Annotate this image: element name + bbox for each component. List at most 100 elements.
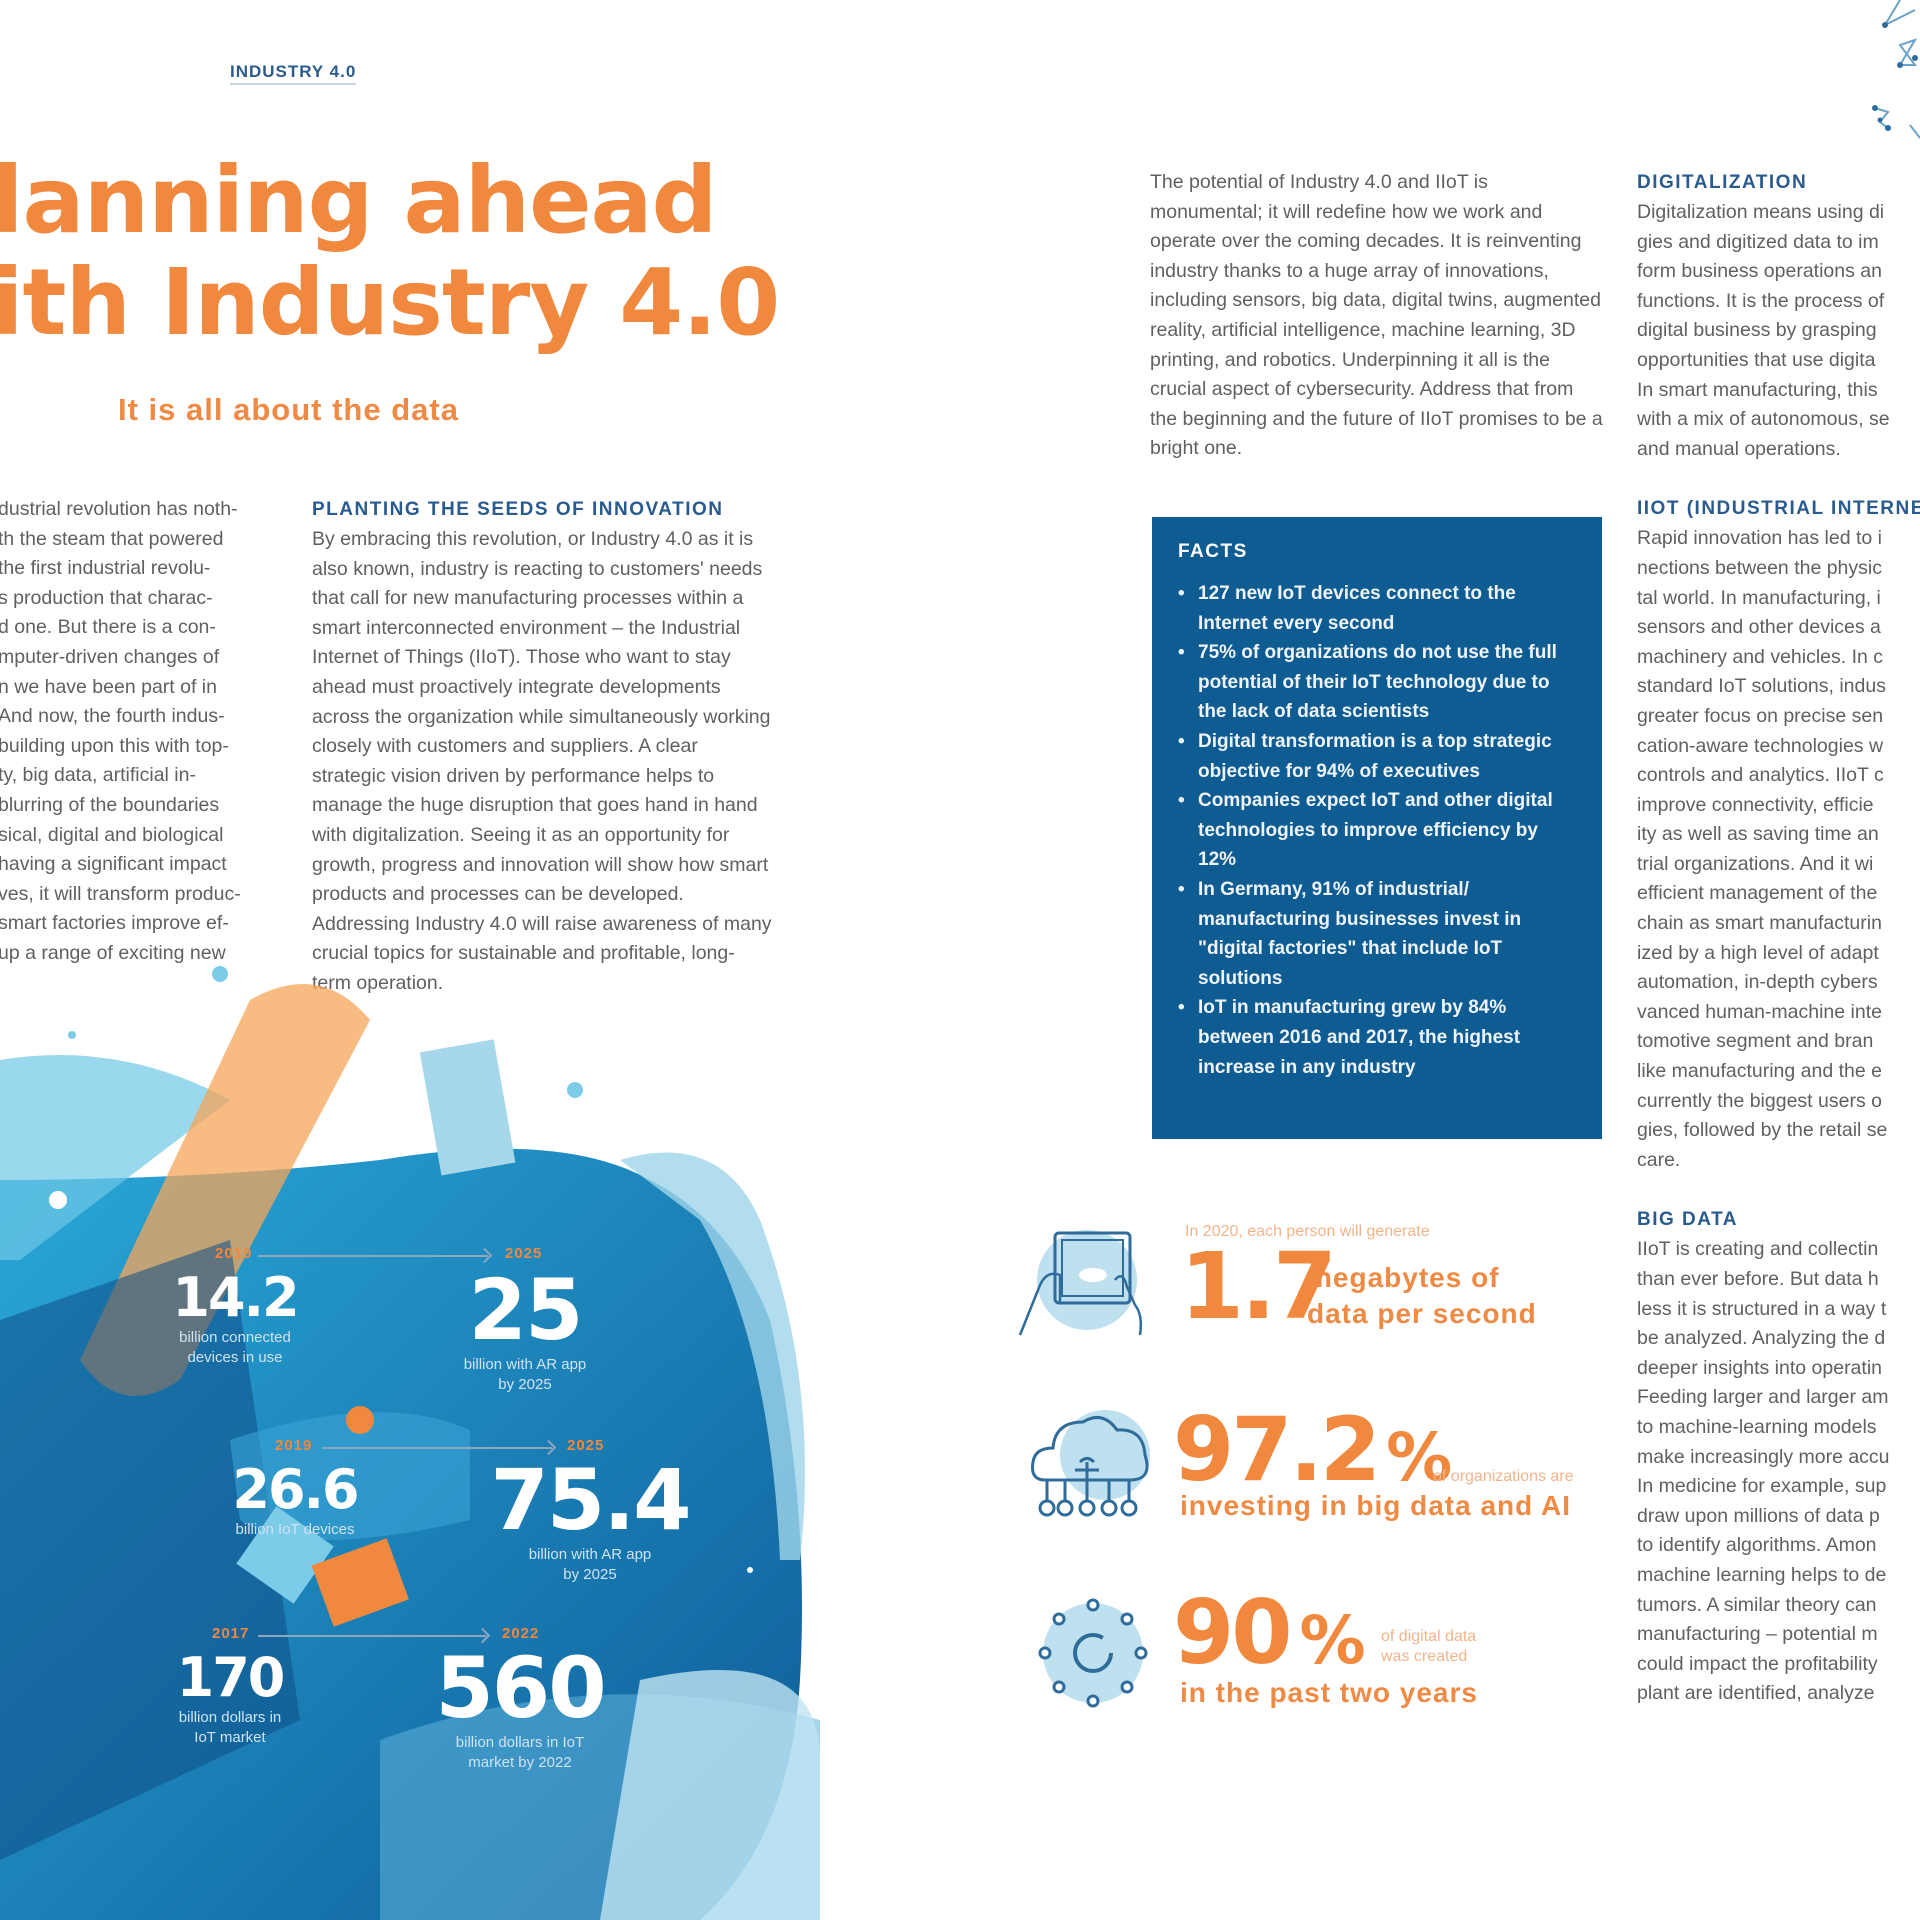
infographic-from-stat: 26.6 billion IoT devices (210, 1460, 380, 1540)
stat-digital-data-created: 90% of digital data was created in the p… (1015, 1585, 1615, 1715)
text-line: Feeding larger and larger am (1637, 1386, 1889, 1409)
text-line: chain as smart manufacturin (1637, 912, 1882, 935)
text-line: mputer-driven changes of (0, 645, 220, 668)
right-column: DIGITALIZATION Digitalization means using… (1637, 168, 1920, 1739)
title-line-1: lanning ahead (0, 147, 717, 254)
stat-big-data-investment: 97.2% of organizations are investing in … (1015, 1400, 1615, 1530)
right-column-section: BIG DATA IIoT is creating and collectin th… (1637, 1205, 1920, 1709)
text-line: controls and analytics. IIoT c (1637, 764, 1884, 787)
text-line: having a significant impact (0, 853, 227, 876)
text-line: tumors. A similar theory can (1637, 1593, 1877, 1616)
stat-number: 97.2 (1173, 1398, 1381, 1501)
infographic-to-stat: 560 billion dollars in IoT market by 202… (415, 1643, 625, 1773)
stat-number: 90 (1173, 1581, 1292, 1684)
text-line: machinery and vehicles. In c (1637, 645, 1884, 668)
infographic-to-stat: 25 billion with AR app by 2025 (430, 1265, 620, 1395)
text-line: automation, in-depth cybers (1637, 971, 1878, 994)
text-line: n we have been part of in (0, 675, 217, 698)
text-line: d one. But there is a con- (0, 616, 216, 639)
infographic-year-to: 2025 (567, 1437, 605, 1454)
stat-value: 90% (1173, 1585, 1366, 1689)
section-body: By embracing this revolution, or Industr… (312, 528, 772, 994)
text-line: ized by a high level of adapt (1637, 941, 1879, 964)
section-heading: IIOT (INDUSTRIAL INTERNE (1637, 498, 1920, 520)
page-subtitle: It is all about the data (118, 392, 459, 427)
stat-side-line: of digital data (1381, 1628, 1477, 1645)
intro-column: dustrial revolution has noth-th the stea… (0, 495, 283, 969)
stat-unit: % (1299, 1602, 1365, 1679)
stat-number: 170 (176, 1646, 286, 1709)
stat-unit: % (1386, 1419, 1452, 1496)
text-line: greater focus on precise sen (1637, 704, 1884, 727)
text-line: IIoT is creating and collectin (1637, 1238, 1879, 1261)
text-line: gies, followed by the retail se (1637, 1119, 1888, 1142)
text-line: could impact the profitability (1637, 1652, 1878, 1675)
text-line: digital business by grasping (1637, 319, 1877, 342)
arrow-icon (322, 1447, 552, 1449)
facts-box: FACTS 127 new IoT devices connect to the… (1152, 517, 1602, 1139)
infographic-year-from: 2017 (212, 1625, 250, 1642)
text-line: to identify algorithms. Amon (1637, 1534, 1877, 1557)
text-line: Digitalization means using di (1637, 201, 1885, 223)
fact-item: In Germany, 91% of industrial/ manufactu… (1178, 875, 1576, 993)
stat-number: 14.2 (172, 1266, 299, 1329)
text-line: sical, digital and biological (0, 823, 224, 846)
section-body: The potential of Industry 4.0 and IIoT i… (1150, 171, 1603, 460)
text-line: opportunities that use digita (1637, 348, 1876, 371)
stat-label: in the past two years (1180, 1677, 1478, 1708)
text-line: less it is structured in a way t (1637, 1297, 1887, 1320)
infographic-year-to: 2025 (505, 1245, 543, 1262)
stat-side-note: of digital data was created (1381, 1627, 1476, 1667)
fact-item: 75% of organizations do not use the full… (1178, 638, 1576, 727)
tablet-hands-icon (1018, 1230, 1143, 1336)
text-line: improve connectivity, efficie (1637, 793, 1874, 816)
text-line: In medicine for example, sup (1637, 1475, 1887, 1498)
infographic-from-stat: 170 billion dollars in IoT market (145, 1648, 315, 1748)
section-heading: BIG DATA (1637, 1209, 1739, 1231)
stat-caption: billion connected (179, 1329, 291, 1346)
stat-number: 26.6 (232, 1458, 359, 1521)
arrow-icon (258, 1255, 488, 1257)
text-line: Rapid innovation has led to i (1637, 527, 1882, 550)
text-line: form business operations an (1637, 260, 1882, 283)
stat-caption: billion with AR app (528, 1546, 652, 1563)
text-line: functions. It is the process of (1637, 289, 1885, 312)
stat-value: 97.2% (1173, 1402, 1452, 1506)
infographic-year-from: 2019 (215, 1245, 253, 1262)
network-decoration (1872, 0, 1920, 139)
fact-item: Companies expect IoT and other digital t… (1178, 786, 1576, 875)
text-line: gies and digitized data to im (1637, 230, 1879, 253)
text-line: than ever before. But data h (1637, 1268, 1879, 1290)
text-line: plant are identified, analyze (1637, 1682, 1875, 1705)
fact-item: IoT in manufacturing grew by 84% between… (1178, 993, 1576, 1082)
text-line: machine learning helps to de (1637, 1563, 1887, 1586)
stat-caption: billion with AR app (463, 1356, 587, 1373)
infographic-background (0, 966, 820, 1920)
infographic-year-from: 2019 (275, 1437, 313, 1454)
text-line: like manufacturing and the e (1637, 1060, 1882, 1083)
text-line: the first industrial revolu- (0, 557, 211, 580)
stat-caption: billion dollars in IoT (455, 1734, 585, 1751)
stat-pre: In 2020, each person will generate (1185, 1223, 1430, 1240)
stat-caption: billion dollars in (178, 1709, 282, 1726)
right-column-section: IIOT (INDUSTRIAL INTERNE Rapid innovation… (1637, 494, 1920, 1175)
text-line: make increasingly more accu (1637, 1445, 1890, 1468)
section-heading: PLANTING THE SEEDS OF INNOVATION (312, 499, 724, 520)
text-line: trial organizations. And it wi (1637, 852, 1874, 875)
text-line: cation-aware technologies w (1637, 734, 1884, 757)
text-line: to machine-learning models (1637, 1415, 1877, 1438)
text-line: building upon this with top- (0, 734, 229, 757)
section-heading: DIGITALIZATION (1637, 172, 1808, 193)
text-line: sensors and other devices a (1637, 616, 1881, 639)
text-line: standard IoT solutions, indus (1637, 675, 1886, 698)
facts-list: 127 new IoT devices connect to the Inter… (1178, 579, 1576, 1082)
stat-caption: market by 2022 (468, 1754, 572, 1771)
stat-caption: billion IoT devices (235, 1521, 355, 1538)
page-title: lanning ahead ith Industry 4.0 (0, 147, 780, 354)
section-kicker: INDUSTRY 4.0 (230, 62, 357, 85)
text-line: draw upon millions of data p (1637, 1504, 1880, 1527)
stat-data-per-person: In 2020, each person will generate 1.7 m… (1015, 1223, 1615, 1345)
stat-value: 1.7 (1180, 1233, 1337, 1340)
infographic-year-to: 2022 (502, 1625, 540, 1642)
text-line: currently the biggest users o (1637, 1089, 1882, 1112)
